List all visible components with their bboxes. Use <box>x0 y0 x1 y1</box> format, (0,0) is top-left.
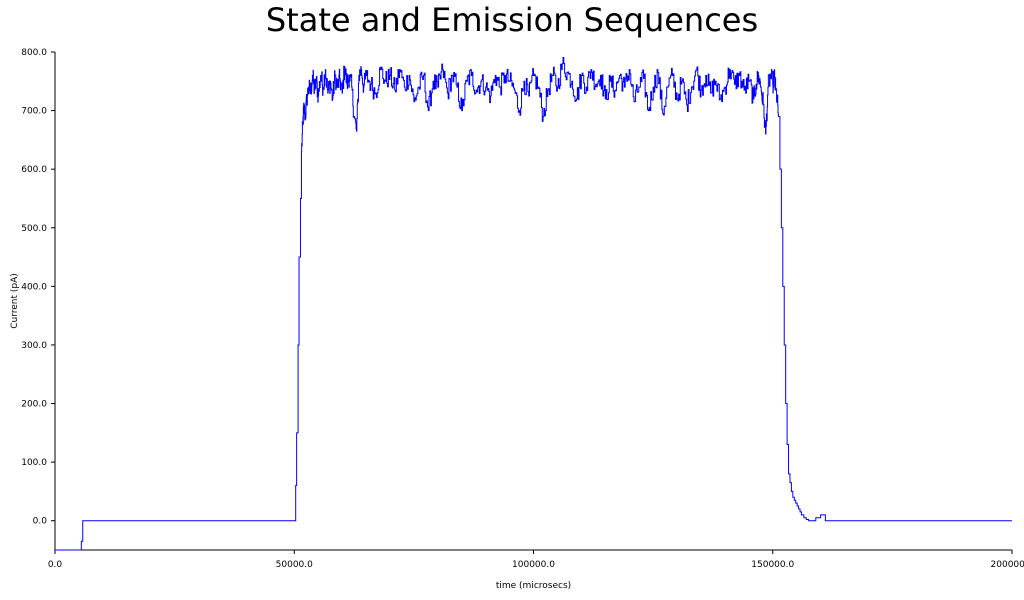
chart-title: State and Emission Sequences <box>265 1 759 39</box>
y-tick-label: 500.0 <box>21 224 47 234</box>
x-tick-label: 50000.0 <box>276 560 313 570</box>
axes-layer <box>54 52 1012 551</box>
y-tick-label: 100.0 <box>21 458 47 468</box>
x-tick-label: 150000.0 <box>751 560 794 570</box>
y-tick-label: 700.0 <box>21 107 47 117</box>
y-tick-label: 800.0 <box>21 48 47 58</box>
x-axis-label: time (microsecs) <box>496 581 571 591</box>
y-tick-label: 0.0 <box>33 517 48 527</box>
x-tick-label: 0.0 <box>48 560 63 570</box>
x-tick-label: 200000.0 <box>991 560 1024 570</box>
series-layer <box>55 57 1012 551</box>
y-axis-label: Current (pA) <box>10 273 20 329</box>
ticks-layer: 0.0 50000.0 100000.0 150000.0 200000.0 0.0 100… <box>21 48 1024 570</box>
y-tick-label: 300.0 <box>21 341 47 351</box>
y-tick-label: 400.0 <box>21 282 47 292</box>
y-tick-label: 200.0 <box>21 400 47 410</box>
y-tick-label: 600.0 <box>21 165 47 175</box>
series-line <box>55 57 1012 551</box>
x-tick-label: 100000.0 <box>512 560 555 570</box>
